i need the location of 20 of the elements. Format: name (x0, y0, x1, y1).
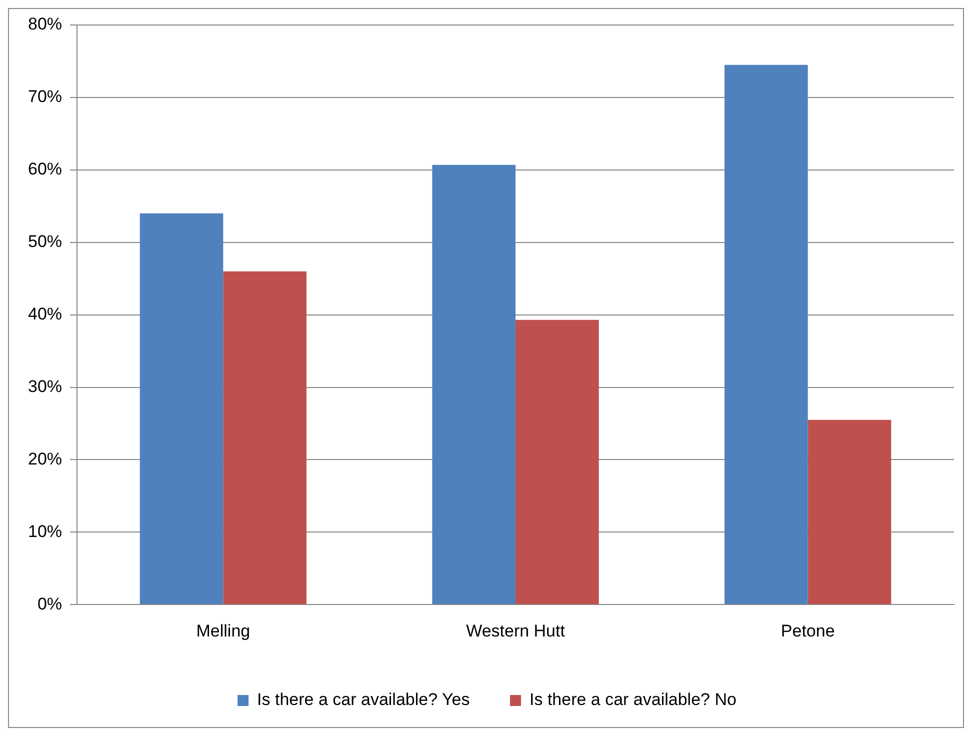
x-tick-label: Western Hutt (466, 621, 566, 640)
bar (724, 64, 808, 604)
legend-label: Is there a car available? Yes (257, 690, 470, 710)
bar (808, 420, 892, 604)
y-tick-label: 50% (28, 232, 62, 252)
y-tick-label: 10% (28, 522, 62, 541)
y-tick-label: 20% (28, 449, 62, 468)
x-tick-label: Petone (780, 621, 835, 640)
bar (223, 271, 306, 604)
y-tick-label: 40% (28, 304, 62, 324)
y-tick-label: 30% (28, 376, 62, 396)
y-tick-label: 80% (28, 14, 62, 34)
legend-label: Is there a car available? No (530, 690, 736, 710)
y-tick-label: 70% (28, 87, 62, 106)
bar (140, 213, 224, 604)
y-tick-label: 0% (37, 594, 62, 614)
x-tick-label: Melling (196, 621, 250, 640)
bar (432, 164, 516, 604)
bar (516, 320, 599, 604)
y-tick-label: 60% (28, 160, 62, 179)
